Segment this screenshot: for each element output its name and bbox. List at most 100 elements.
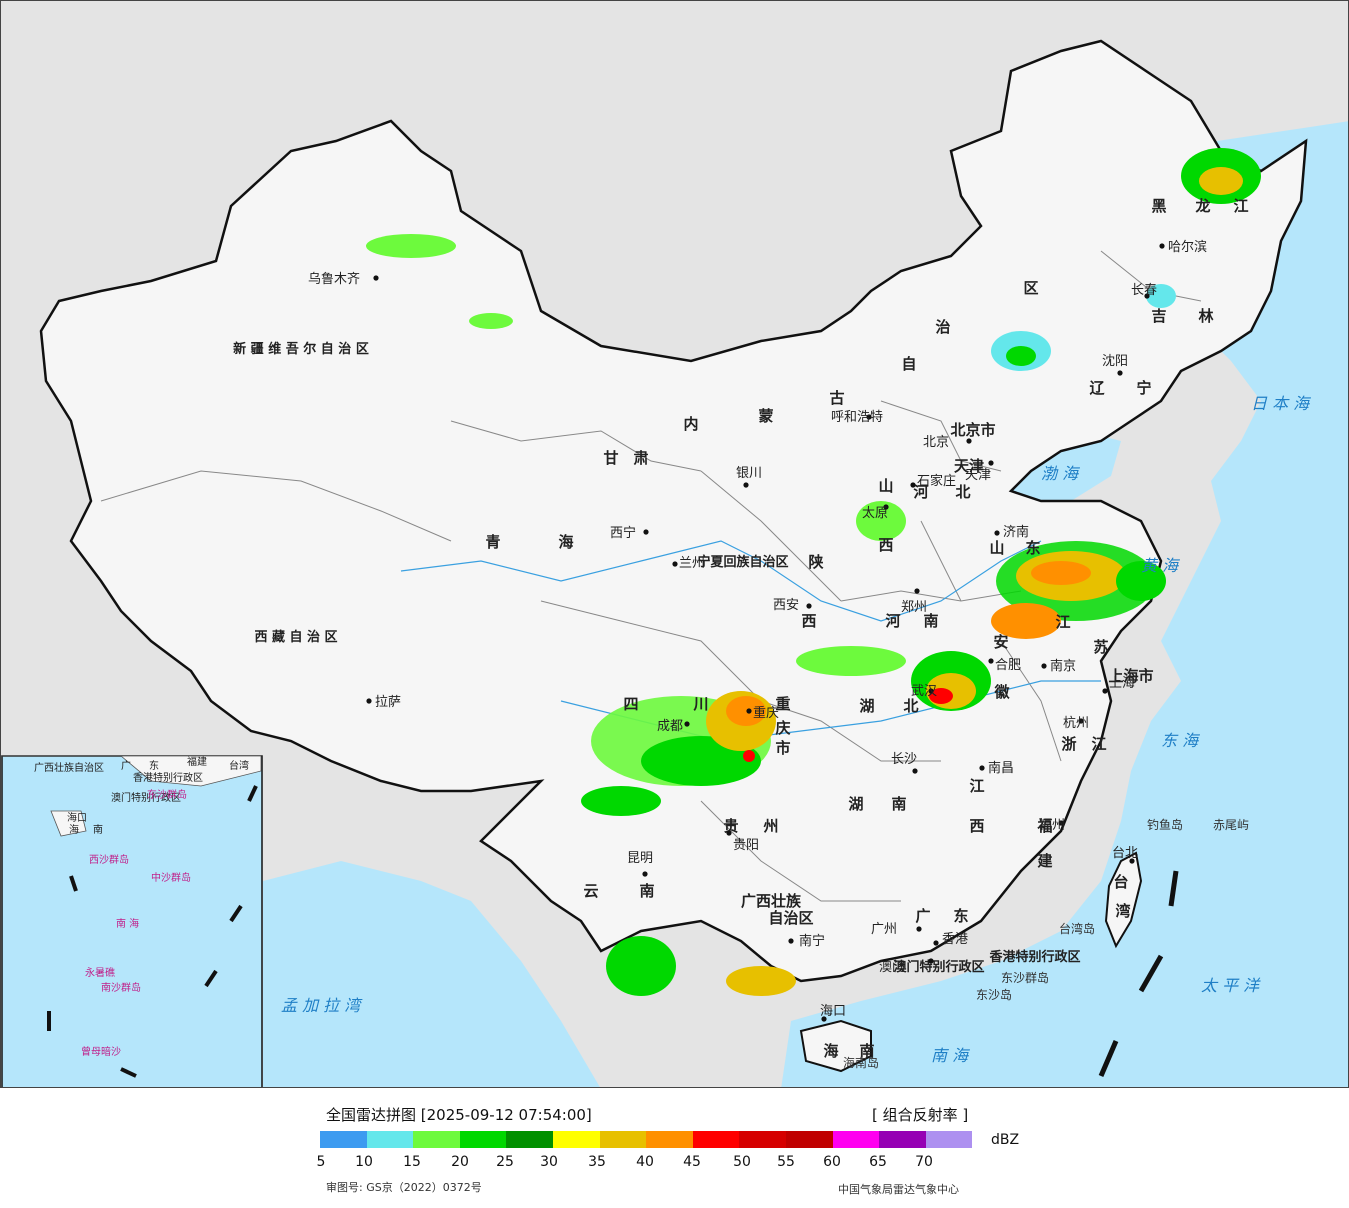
colorbar-swatch — [506, 1131, 553, 1148]
province-label: 江 — [1091, 735, 1106, 753]
city-label: 贵阳 — [733, 838, 759, 853]
province-label: 龙 — [1194, 197, 1210, 215]
colorbar-swatch — [320, 1131, 367, 1148]
island-label: 钓鱼岛 — [1147, 817, 1183, 832]
colorbar-tick-label: 45 — [683, 1154, 701, 1170]
city-label: 杭州 — [1063, 716, 1089, 731]
province-label: 山 — [878, 477, 893, 495]
province-label: 北 — [903, 697, 918, 715]
city-label: 昆明 — [627, 851, 653, 866]
province-label: 南 — [859, 1042, 874, 1060]
province-label: 建 — [1037, 852, 1053, 870]
colorbar-tick-label: 15 — [403, 1154, 421, 1170]
province-label: 区 — [1023, 279, 1038, 297]
province-label: 西 — [801, 612, 816, 630]
city-label: 石家庄 — [917, 473, 956, 489]
south-china-sea-inset — [1, 755, 263, 1087]
province-label: 天津 — [954, 457, 984, 475]
city-label: 南京 — [1050, 658, 1076, 674]
province-label: 内 — [683, 415, 698, 433]
island-label: 赤尾屿 — [1213, 818, 1249, 832]
city-marker — [928, 958, 934, 964]
city-label: 郑州 — [901, 600, 927, 615]
city-label: 南宁 — [799, 933, 825, 949]
city-marker — [866, 414, 872, 420]
city-marker — [988, 658, 994, 664]
inset-label: 广西壮族自治区 — [34, 761, 104, 774]
city-marker — [1102, 688, 1108, 694]
province-label: 西 — [969, 817, 984, 835]
island-label: 东沙岛 — [976, 987, 1012, 1002]
city-label: 海口 — [820, 1004, 846, 1019]
city-label: 上海 — [1109, 676, 1135, 691]
radar-echoes — [366, 148, 1261, 996]
colorbar-swatch — [832, 1131, 880, 1148]
province-label: 云 — [583, 882, 598, 900]
province-label: 林 — [1198, 307, 1214, 325]
inset-label: 南 — [93, 823, 103, 836]
inset-label: 永暑礁 — [85, 966, 115, 979]
colorbar-swatch — [599, 1131, 647, 1148]
colorbar-swatch — [692, 1131, 740, 1148]
province-label: 浙 — [1061, 735, 1076, 753]
province-label: 江 — [1233, 197, 1248, 215]
city-label: 武汉 — [911, 684, 937, 699]
city-marker — [806, 603, 812, 609]
province-label: 南 — [923, 612, 938, 630]
province-label: 苏 — [1093, 638, 1108, 656]
city-marker — [883, 504, 889, 510]
inset-label: 广 — [121, 760, 131, 772]
province-label: 川 — [692, 695, 708, 713]
city-label: 西安 — [773, 598, 799, 613]
east-sea — [781, 121, 1348, 1087]
map-canvas: 新 疆 维 吾 尔 自 治 区西 藏 自 治 区青 海甘 肃内 蒙古自治区黑龙江吉 林辽… — [1, 39, 1348, 1087]
colorbar-swatch — [646, 1131, 693, 1148]
province-label: 江 — [969, 777, 984, 795]
city-marker — [1058, 820, 1064, 826]
colorbar-swatch — [879, 1131, 926, 1148]
city-label: 澳门 — [879, 959, 905, 975]
city-label: 香港 — [942, 932, 968, 947]
city-marker — [966, 438, 972, 444]
colorbar-tick-label: 5 — [316, 1154, 326, 1170]
city-marker — [994, 530, 1000, 536]
city-label: 呼和浩特 — [831, 410, 883, 425]
city-marker — [642, 871, 648, 877]
province-label: 澳门特别行政区 — [893, 959, 984, 975]
province-label: 湾 — [1115, 902, 1130, 920]
inset-label: 香港特别行政区 — [133, 771, 203, 784]
city-marker — [912, 768, 918, 774]
maritime-boundary-dashes — [1098, 870, 1179, 1077]
province-label: 市 — [775, 739, 790, 757]
city-marker — [916, 926, 922, 932]
city-marker — [684, 721, 690, 727]
colorbar-tick-label: 55 — [777, 1154, 795, 1170]
province-boundaries — [100, 250, 1202, 902]
colorbar-swatch — [366, 1131, 414, 1148]
city-marker — [1078, 718, 1084, 724]
city-marker — [1041, 663, 1047, 669]
province-label: 新 疆 维 吾 尔 自 治 区 — [233, 341, 369, 357]
province-label: 东 — [953, 907, 968, 925]
province-label: 北京市 — [950, 421, 995, 439]
water-label: 黄 海 — [1141, 556, 1180, 575]
colorbar-swatch — [413, 1131, 460, 1148]
inset-label: 台湾 — [229, 759, 249, 772]
water-label: 孟 加 拉 湾 — [281, 996, 363, 1015]
city-label: 天津 — [965, 468, 991, 483]
city-label: 乌鲁木齐 — [308, 271, 360, 287]
province-label: 肃 — [633, 449, 648, 467]
province-label: 四 — [623, 695, 638, 713]
inset-label: 东 — [149, 759, 159, 772]
inset-label: 福建 — [187, 755, 207, 768]
colorbar-swatch — [785, 1131, 833, 1148]
province-label: 吉 — [1151, 307, 1166, 325]
province-label: 香港特别行政区 — [988, 949, 1080, 965]
province-label: 庆 — [775, 719, 790, 737]
province-label: 海 — [558, 533, 573, 551]
city-label: 重庆 — [753, 705, 779, 721]
city-marker — [979, 765, 985, 771]
province-label: 广西壮族 — [741, 892, 802, 910]
province-label: 江 — [1055, 613, 1070, 631]
city-marker — [1144, 293, 1150, 299]
